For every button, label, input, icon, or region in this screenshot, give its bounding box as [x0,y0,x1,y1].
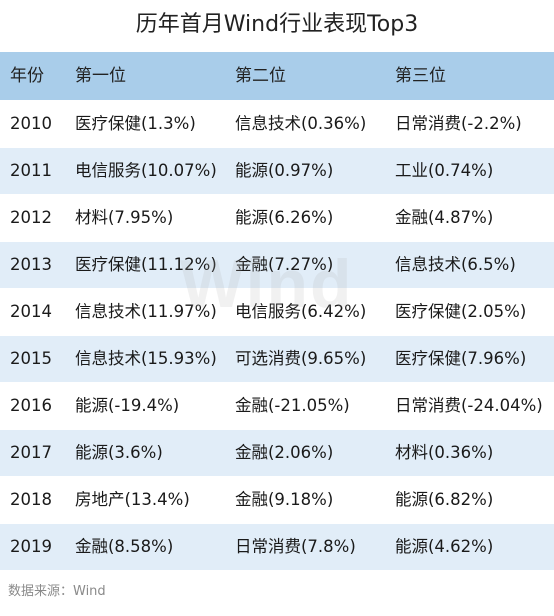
first-cell: 能源(-19.4%) [75,396,180,415]
year-cell: 2011 [10,161,52,180]
year-cell: 2010 [10,114,52,133]
header-first: 第一位 [75,66,126,86]
first-cell: 医疗保健(1.3%) [75,114,196,133]
third-cell: 工业(0.74%) [395,161,494,180]
industry-table: 年份 第一位 第二位 第三位 2010 医疗保健(1.3%) 信息技术(0.36%)… [0,52,554,571]
year-cell: 2018 [10,490,52,509]
second-cell: 金融(-21.05%) [235,396,350,415]
source-note: 数据来源：Wind [8,584,106,599]
year-cell: 2012 [10,208,52,227]
third-cell: 能源(4.62%) [395,537,494,556]
year-cell: 2013 [10,255,52,274]
second-cell: 信息技术(0.36%) [235,114,367,133]
header-year: 年份 [10,66,44,86]
third-cell: 能源(6.82%) [395,490,494,509]
table-row: 2012 材料(7.95%) 能源(6.26%) 金融(4.87%) [0,195,554,242]
first-cell: 信息技术(11.97%) [75,302,217,321]
third-cell: 日常消费(-2.2%) [395,114,522,133]
table-row: 2014 信息技术(11.97%) 电信服务(6.42%) 医疗保健(2.05%) [0,289,554,336]
first-cell: 房地产(13.4%) [75,490,190,509]
third-cell: 金融(4.87%) [395,208,494,227]
table-row: 2017 能源(3.6%) 金融(2.06%) 材料(0.36%) [0,430,554,477]
third-cell: 信息技术(6.5%) [395,255,516,274]
first-cell: 电信服务(10.07%) [75,161,217,180]
second-cell: 金融(2.06%) [235,443,334,462]
column-divider [70,52,71,562]
second-cell: 金融(7.27%) [235,255,334,274]
table-row: 2016 能源(-19.4%) 金融(-21.05%) 日常消费(-24.04%) [0,383,554,430]
header-third: 第三位 [395,66,446,86]
first-cell: 材料(7.95%) [75,208,174,227]
second-cell: 电信服务(6.42%) [235,302,367,321]
third-cell: 日常消费(-24.04%) [395,396,543,415]
column-divider [390,52,391,562]
year-cell: 2019 [10,537,52,556]
table-row: 2013 医疗保健(11.12%) 金融(7.27%) 信息技术(6.5%) [0,242,554,289]
first-cell: 金融(8.58%) [75,537,174,556]
table-header-row: 年份 第一位 第二位 第三位 [0,52,554,101]
third-cell: 医疗保健(7.96%) [395,349,527,368]
second-cell: 日常消费(7.8%) [235,537,356,556]
year-cell: 2015 [10,349,52,368]
second-cell: 金融(9.18%) [235,490,334,509]
second-cell: 能源(6.26%) [235,208,334,227]
year-cell: 2014 [10,302,52,321]
table-row: 2015 信息技术(15.93%) 可选消费(9.65%) 医疗保健(7.96%) [0,336,554,383]
header-second: 第二位 [235,66,286,86]
first-cell: 医疗保健(11.12%) [75,255,217,274]
page-title: 历年首月Wind行业表现Top3 [135,12,419,37]
table-row: 2018 房地产(13.4%) 金融(9.18%) 能源(6.82%) [0,477,554,524]
first-cell: 能源(3.6%) [75,443,163,462]
table-row: 2010 医疗保健(1.3%) 信息技术(0.36%) 日常消费(-2.2%) [0,101,554,148]
table-row: 2019 金融(8.58%) 日常消费(7.8%) 能源(4.62%) [0,524,554,571]
first-cell: 信息技术(15.93%) [75,349,217,368]
second-cell: 能源(0.97%) [235,161,334,180]
second-cell: 可选消费(9.65%) [235,349,367,368]
third-cell: 医疗保健(2.05%) [395,302,527,321]
column-divider [230,52,231,562]
third-cell: 材料(0.36%) [395,443,494,462]
table-row: 2011 电信服务(10.07%) 能源(0.97%) 工业(0.74%) [0,148,554,195]
year-cell: 2016 [10,396,52,415]
year-cell: 2017 [10,443,52,462]
